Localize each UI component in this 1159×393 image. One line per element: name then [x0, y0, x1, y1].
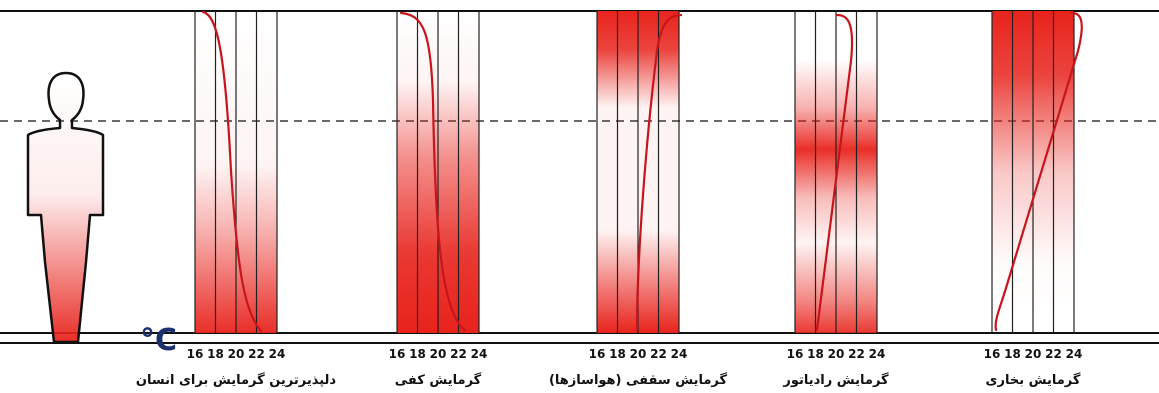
panel-steam-tick-label: 20 — [1025, 347, 1042, 361]
panel-ideal-tick-label: 22 — [248, 347, 265, 361]
panel-ideal-tick-label: 20 — [228, 347, 245, 361]
panel-ideal-tick-label: 18 — [207, 347, 224, 361]
panel-ideal-tick-label: 24 — [269, 347, 286, 361]
panel-radiator-tick-label: 24 — [869, 347, 886, 361]
panel-ceiling: 16 18 20 22 24 گرمایش سقفی (هواسازها) — [549, 11, 728, 388]
panel-ceiling-tick-label: 24 — [671, 347, 688, 361]
human-figure-icon — [26, 71, 105, 344]
panel-ceiling-tick-label: 20 — [630, 347, 647, 361]
panel-ceiling-tick-label: 16 — [589, 347, 606, 361]
panel-steam-tick-label: 24 — [1066, 347, 1083, 361]
panel-radiator: 16 18 20 22 24 گرمایش رادیاتور — [782, 11, 889, 388]
panel-ceiling-tick-label: 22 — [650, 347, 667, 361]
celsius-symbol: °C — [140, 323, 177, 358]
panel-ceiling-temperature-curve — [635, 13, 683, 332]
panel-radiator-temperature-curve — [815, 13, 854, 332]
panel-radiator-tick-label: 22 — [848, 347, 865, 361]
panel-floor-temperature-curve — [399, 11, 467, 332]
panel-radiator-caption: گرمایش رادیاتور — [782, 372, 889, 388]
panel-ideal-temperature-curve — [201, 10, 263, 333]
panel-ideal-caption: دلپذیرترین گرمایش برای انسان — [136, 372, 337, 388]
panel-steam: 16 18 20 22 24 گرمایش بخاری — [984, 11, 1083, 388]
panel-steam-temperature-curve — [994, 11, 1083, 332]
panel-steam-tick-label: 22 — [1045, 347, 1062, 361]
panel-ceiling-tick-label: 18 — [609, 347, 626, 361]
panel-floor-caption: گرمایش کفی — [395, 372, 482, 388]
panel-steam-tick-label: 18 — [1004, 347, 1021, 361]
panel-floor: 16 18 20 22 24 گرمایش کفی — [389, 11, 488, 388]
panel-floor-tick-label: 22 — [450, 347, 467, 361]
panel-floor-tick-label: 24 — [471, 347, 488, 361]
panel-floor-tick-label: 16 — [389, 347, 406, 361]
panel-ceiling-caption: گرمایش سقفی (هواسازها) — [549, 372, 728, 388]
panel-radiator-tick-label: 16 — [787, 347, 804, 361]
panel-floor-tick-label: 20 — [430, 347, 447, 361]
panel-steam-tick-label: 16 — [984, 347, 1001, 361]
panel-floor-tick-label: 18 — [409, 347, 426, 361]
panel-radiator-tick-label: 18 — [807, 347, 824, 361]
panel-ideal-tick-label: 16 — [187, 347, 204, 361]
panel-radiator-tick-label: 20 — [828, 347, 845, 361]
panel-ideal: 16 18 20 22 24 دلپذیرترین گرمایش برای انسان — [136, 10, 337, 388]
panel-steam-caption: گرمایش بخاری — [986, 372, 1081, 388]
